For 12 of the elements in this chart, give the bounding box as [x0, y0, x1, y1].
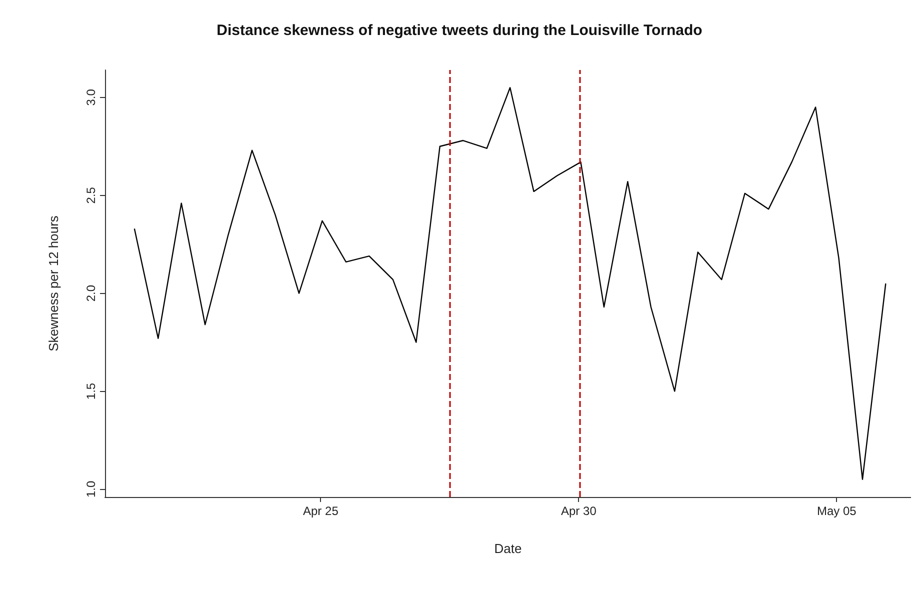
y-tick-label: 2.0 — [84, 284, 98, 302]
y-tick-label: 1.5 — [84, 382, 98, 400]
chart-title: Distance skewness of negative tweets during the Louisville Tornado — [216, 22, 702, 39]
x-tick-label: Apr 25 — [303, 504, 339, 518]
y-tick-label: 2.5 — [84, 186, 98, 204]
y-axis-title: Skewness per 12 hours — [46, 215, 61, 352]
x-axis-title: Date — [494, 541, 522, 556]
x-tick-label: May 05 — [817, 504, 857, 518]
line-series — [134, 87, 886, 480]
x-tick-label: Apr 30 — [561, 504, 597, 518]
y-tick-label: 3.0 — [84, 88, 98, 106]
y-tick-label: 1.0 — [84, 480, 98, 498]
